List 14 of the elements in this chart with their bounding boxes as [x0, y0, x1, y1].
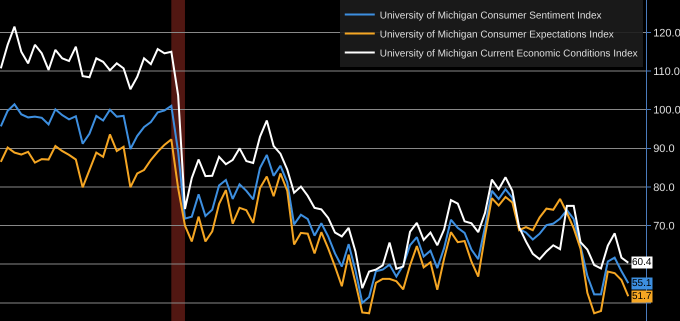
data-label: 55.1	[632, 278, 652, 289]
line-series	[0, 133, 630, 314]
data-label: 60.4	[632, 257, 652, 268]
legend-label: University of Michigan Current Economic Conditions Index	[380, 48, 638, 60]
legend-label: University of Michigan Consumer Sentiment Index	[380, 10, 602, 22]
y-tick-label: 100.0	[653, 104, 680, 117]
y-tick-label: 70.0	[653, 220, 675, 232]
legend-label: University of Michigan Consumer Expectations Index	[380, 29, 614, 40]
y-tick-label: 120.0	[653, 27, 680, 40]
y-tick-label: 80.0	[653, 182, 675, 194]
line-series	[0, 103, 630, 304]
y-tick-label: 90.0	[653, 143, 675, 156]
data-label: 51.7	[632, 291, 652, 302]
y-tick-label: 110.0	[653, 66, 680, 78]
